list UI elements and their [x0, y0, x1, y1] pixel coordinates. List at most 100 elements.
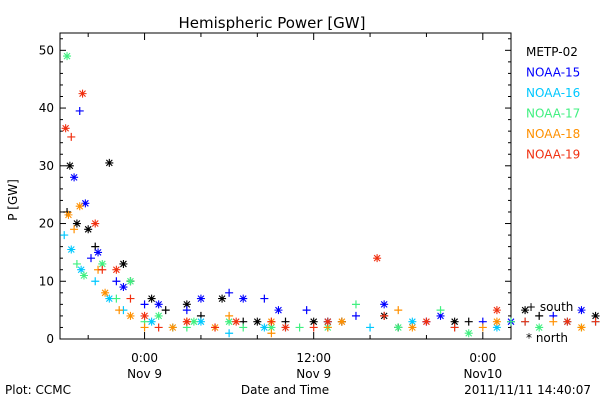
data-point-south — [72, 259, 81, 268]
y-tick-label: 0 — [46, 332, 54, 346]
data-point-north — [577, 306, 586, 315]
legend-item-noaa-16: NOAA-16 — [526, 86, 580, 100]
data-point-north — [147, 294, 156, 303]
data-point-north — [105, 294, 114, 303]
data-point-south — [464, 317, 473, 326]
data-point-south — [295, 323, 304, 332]
data-points — [60, 52, 600, 338]
data-point-south — [450, 323, 459, 332]
data-point-north — [492, 323, 501, 332]
data-point-north — [253, 317, 262, 326]
data-point-north — [65, 161, 74, 170]
data-point-south — [507, 317, 515, 326]
marker-legend-south-label: south — [540, 300, 574, 314]
data-point-south — [225, 329, 234, 338]
data-point-north — [101, 288, 110, 297]
data-point-north — [492, 306, 501, 315]
data-point-south — [267, 329, 276, 338]
y-tick-label: 10 — [39, 274, 54, 288]
data-point-south — [436, 306, 445, 315]
data-point-south — [549, 317, 558, 326]
data-point-south — [591, 317, 600, 326]
data-point-south — [161, 306, 170, 315]
x-axis-label: Date and Time — [241, 383, 329, 397]
data-point-north — [239, 294, 248, 303]
data-point-south — [260, 294, 269, 303]
data-point-north — [591, 311, 600, 320]
data-point-south — [98, 265, 107, 274]
data-point-north — [112, 265, 121, 274]
data-point-south — [67, 132, 76, 141]
data-point-north — [189, 317, 198, 326]
y-tick-label: 30 — [39, 159, 54, 173]
data-point-north — [78, 89, 87, 98]
plus-marker-icon: + — [526, 300, 540, 314]
data-point-north — [267, 323, 276, 332]
data-point-south — [126, 294, 135, 303]
data-point-north — [72, 219, 81, 228]
data-point-north — [577, 323, 586, 332]
data-point-north — [126, 277, 135, 286]
data-point-north — [309, 317, 318, 326]
asterisk-marker-icon: * — [526, 331, 536, 345]
data-point-north — [63, 52, 72, 61]
legend-item-noaa-18: NOAA-18 — [526, 127, 580, 141]
data-point-south — [140, 323, 149, 332]
data-point-south — [366, 323, 375, 332]
data-point-north — [154, 311, 163, 320]
data-point-north — [84, 225, 93, 234]
data-point-north — [79, 271, 88, 280]
marker-legend-north: * north — [526, 331, 568, 345]
y-axis-label: P [GW] — [6, 179, 20, 221]
data-point-north — [274, 306, 283, 315]
x-tick-date-label: Nov 9 — [127, 367, 162, 381]
data-point-south — [351, 311, 360, 320]
data-point-north — [126, 311, 135, 320]
y-tick-label: 50 — [39, 43, 54, 57]
data-point-south — [154, 323, 163, 332]
x-tick-time-label: 12:00 — [296, 351, 331, 365]
data-point-south — [302, 306, 311, 315]
data-point-south — [75, 106, 84, 115]
data-point-south — [87, 254, 96, 263]
data-point-north — [91, 219, 100, 228]
data-point-north — [232, 317, 241, 326]
series-noaa-17 — [63, 52, 586, 338]
data-point-north — [422, 317, 431, 326]
data-point-north — [119, 283, 128, 292]
data-point-north — [521, 306, 530, 315]
data-point-south — [225, 288, 234, 297]
data-point-north — [77, 265, 86, 274]
data-point-north — [168, 323, 177, 332]
data-point-north — [70, 173, 79, 182]
data-point-south — [380, 311, 389, 320]
data-point-south — [351, 300, 360, 309]
series-noaa-16 — [60, 231, 600, 338]
x-tick-time-label: 0:00 — [469, 351, 496, 365]
data-point-north — [61, 124, 70, 133]
x-tick-date-label: Nov10 — [463, 367, 502, 381]
marker-legend-south: + south — [526, 300, 573, 314]
data-point-south — [267, 317, 276, 326]
series-metp-02 — [63, 158, 600, 332]
data-point-north — [492, 317, 501, 326]
data-point-north — [98, 259, 107, 268]
data-point-north — [394, 323, 403, 332]
data-point-south — [521, 317, 530, 326]
data-point-south — [394, 306, 403, 315]
data-point-north — [225, 317, 234, 326]
data-point-north — [67, 245, 76, 254]
legend-item-noaa-15: NOAA-15 — [526, 66, 580, 80]
data-point-south — [112, 277, 121, 286]
data-point-south — [60, 231, 69, 240]
data-point-south — [225, 311, 234, 320]
data-point-south — [112, 294, 121, 303]
data-point-north — [373, 254, 382, 263]
legend-item-metp-02: METP-02 — [526, 45, 578, 59]
data-point-south — [182, 306, 191, 315]
data-point-north — [105, 158, 114, 167]
chart-title: Hemispheric Power [GW] — [179, 14, 366, 32]
